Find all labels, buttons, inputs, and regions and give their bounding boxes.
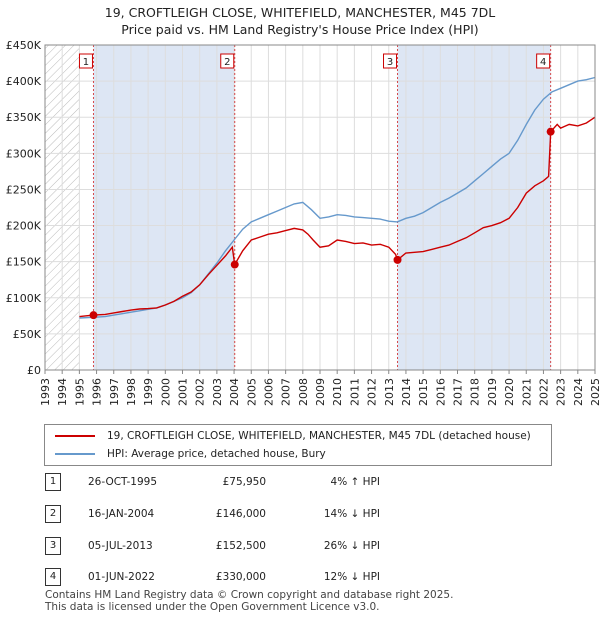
sale-point bbox=[89, 311, 98, 320]
x-tick-label: 1999 bbox=[142, 378, 155, 406]
x-tick-label: 2010 bbox=[331, 378, 344, 406]
sale-label-text: 2 bbox=[224, 57, 230, 68]
x-tick-label: 2015 bbox=[417, 378, 430, 406]
x-tick-label: 2024 bbox=[572, 378, 585, 406]
sale-hpi-diff: 12% ↓ HPI bbox=[323, 571, 380, 583]
x-tick-label: 2013 bbox=[383, 378, 396, 406]
sale-number-badge: 2 bbox=[45, 505, 61, 523]
sale-date: 26-OCT-1995 bbox=[88, 476, 157, 488]
x-tick-label: 2009 bbox=[314, 378, 327, 406]
y-tick-label: £150K bbox=[6, 256, 42, 269]
x-tick-label: 2001 bbox=[177, 378, 190, 406]
footer-license: This data is licensed under the Open Gov… bbox=[45, 601, 380, 613]
title-subtitle: Price paid vs. HM Land Registry's House … bbox=[121, 22, 479, 37]
x-tick-label: 2002 bbox=[194, 378, 207, 406]
sale-label-text: 3 bbox=[387, 57, 393, 68]
x-tick-label: 2012 bbox=[366, 378, 379, 406]
property-price-line bbox=[79, 116, 596, 318]
sale-hpi-diff: 26% ↓ HPI bbox=[323, 540, 380, 552]
y-tick-label: £300K bbox=[6, 147, 42, 160]
x-tick-label: 2022 bbox=[537, 378, 550, 406]
x-tick-label: 2005 bbox=[245, 378, 258, 406]
x-tick-label: 2016 bbox=[434, 378, 447, 406]
sale-date: 01-JUN-2022 bbox=[88, 571, 155, 583]
x-tick-label: 1995 bbox=[73, 378, 86, 406]
legend-swatch-property bbox=[55, 435, 95, 437]
chart-title: 19, CROFTLEIGH CLOSE, WHITEFIELD, MANCHE… bbox=[0, 4, 600, 38]
sale-price: £330,000 bbox=[215, 571, 266, 583]
x-tick-label: 1998 bbox=[125, 378, 138, 406]
x-tick-label: 2007 bbox=[280, 378, 293, 406]
sale-number-badge: 4 bbox=[45, 568, 61, 586]
sale-label-text: 4 bbox=[540, 57, 546, 68]
y-tick-label: £250K bbox=[6, 183, 42, 196]
y-tick-label: £400K bbox=[6, 75, 42, 88]
sale-number-badge: 3 bbox=[45, 537, 61, 555]
title-address: 19, CROFTLEIGH CLOSE, WHITEFIELD, MANCHE… bbox=[104, 5, 496, 20]
x-tick-label: 2020 bbox=[503, 378, 516, 406]
sale-price: £75,950 bbox=[222, 476, 266, 488]
x-tick-label: 1994 bbox=[56, 378, 69, 406]
sale-point bbox=[546, 127, 555, 136]
ownership-shade bbox=[397, 45, 551, 370]
x-tick-label: 2023 bbox=[555, 378, 568, 406]
sale-date: 05-JUL-2013 bbox=[88, 540, 153, 552]
x-tick-label: 2000 bbox=[159, 378, 172, 406]
sale-hpi-diff: 4% ↑ HPI bbox=[330, 476, 380, 488]
sale-label-box bbox=[220, 53, 235, 69]
y-tick-label: £350K bbox=[6, 111, 42, 124]
sale-point bbox=[230, 260, 239, 269]
x-tick-label: 2011 bbox=[348, 378, 361, 406]
sale-label-box bbox=[536, 53, 551, 69]
x-tick-label: 2018 bbox=[469, 378, 482, 406]
sale-price: £152,500 bbox=[215, 540, 266, 552]
y-tick-label: £0 bbox=[27, 364, 41, 377]
x-tick-label: 2017 bbox=[452, 378, 465, 406]
x-tick-label: 2014 bbox=[400, 378, 413, 406]
sale-number-badge: 1 bbox=[45, 473, 61, 491]
y-tick-label: £450K bbox=[6, 39, 42, 52]
x-tick-label: 1997 bbox=[108, 378, 121, 406]
legend-item-hpi: HPI: Average price, detached house, Bury bbox=[55, 446, 326, 462]
legend-label-property: 19, CROFTLEIGH CLOSE, WHITEFIELD, MANCHE… bbox=[107, 430, 531, 442]
x-tick-label: 1993 bbox=[39, 378, 52, 406]
footer-attribution: Contains HM Land Registry data © Crown c… bbox=[45, 589, 453, 613]
chart-legend: 19, CROFTLEIGH CLOSE, WHITEFIELD, MANCHE… bbox=[44, 424, 552, 466]
ownership-shade bbox=[93, 45, 235, 370]
x-tick-label: 2003 bbox=[211, 378, 224, 406]
x-tick-label: 2008 bbox=[297, 378, 310, 406]
sale-hpi-diff: 14% ↓ HPI bbox=[323, 508, 380, 520]
sale-point bbox=[393, 255, 402, 264]
x-tick-label: 2025 bbox=[589, 378, 600, 406]
y-tick-label: £200K bbox=[6, 220, 42, 233]
legend-item-property: 19, CROFTLEIGH CLOSE, WHITEFIELD, MANCHE… bbox=[55, 428, 531, 444]
y-tick-label: £100K bbox=[6, 292, 42, 305]
x-tick-label: 2006 bbox=[262, 378, 275, 406]
sale-date: 16-JAN-2004 bbox=[88, 508, 155, 520]
sale-row: 3 05-JUL-2013 £152,500 26% ↓ HPI bbox=[0, 536, 600, 556]
x-tick-label: 1996 bbox=[91, 378, 104, 406]
x-tick-label: 2004 bbox=[228, 378, 241, 406]
sale-row: 2 16-JAN-2004 £146,000 14% ↓ HPI bbox=[0, 504, 600, 524]
sale-price: £146,000 bbox=[215, 508, 266, 520]
price-chart: 1 2 3 4 £0 £50K £100K £150K £200K £250K £300K £350K… bbox=[6, 39, 600, 406]
x-tick-label: 2021 bbox=[520, 378, 533, 406]
legend-label-hpi: HPI: Average price, detached house, Bury bbox=[107, 448, 326, 460]
sale-row: 1 26-OCT-1995 £75,950 4% ↑ HPI bbox=[0, 472, 600, 492]
y-tick-label: £50K bbox=[13, 328, 42, 341]
x-tick-label: 2019 bbox=[486, 378, 499, 406]
sale-row: 4 01-JUN-2022 £330,000 12% ↓ HPI bbox=[0, 567, 600, 587]
sale-label-text: 1 bbox=[83, 57, 89, 68]
legend-swatch-hpi bbox=[55, 453, 95, 455]
sale-label-box bbox=[383, 53, 398, 69]
sale-label-box bbox=[78, 53, 93, 69]
footer-copyright: Contains HM Land Registry data © Crown c… bbox=[45, 589, 454, 601]
